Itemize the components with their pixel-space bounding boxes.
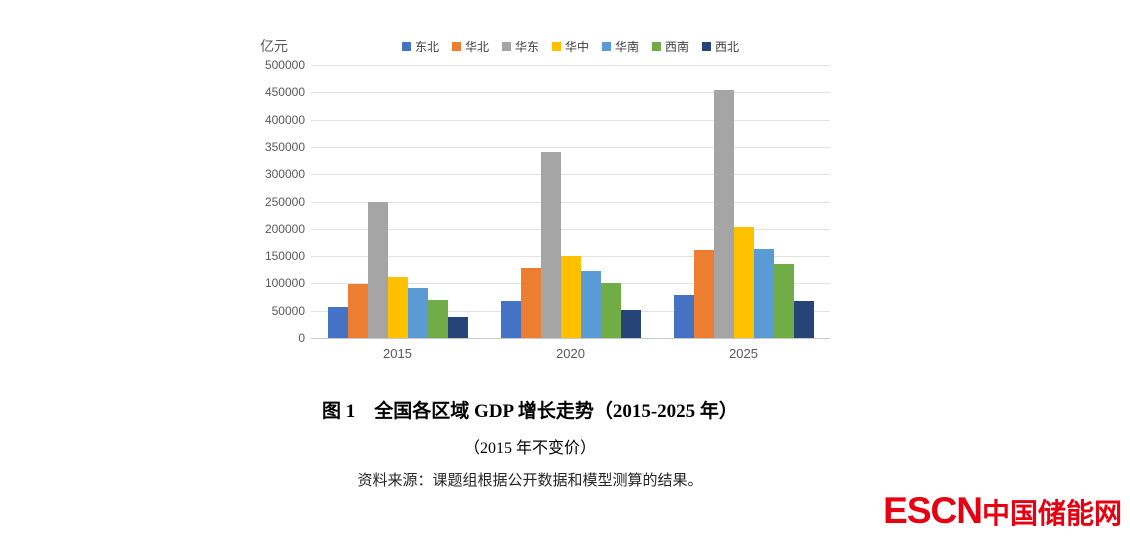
x-axis-line bbox=[311, 338, 830, 339]
gridline bbox=[311, 201, 830, 203]
gridline bbox=[311, 119, 830, 121]
legend-label: 华北 bbox=[464, 40, 489, 54]
y-axis-tick-label: 500000 bbox=[264, 58, 305, 72]
legend-item-东北: 东北 bbox=[401, 38, 439, 55]
bar-华南-2025 bbox=[753, 249, 774, 338]
legend-label: 西北 bbox=[715, 40, 740, 54]
bar-group-2025 bbox=[657, 65, 830, 338]
y-axis-tick-label: 100000 bbox=[264, 276, 305, 291]
figure-title: 图 1 全国各区域 GDP 增长走势（2015-2025 年） bbox=[322, 401, 738, 422]
y-axis-tick-label: 250000 bbox=[264, 194, 305, 209]
y-axis-tick-label: 0 bbox=[298, 331, 305, 345]
x-axis-label-2020: 2020 bbox=[556, 346, 585, 361]
x-axis-label-2015: 2015 bbox=[383, 346, 412, 361]
legend-item-西北: 西北 bbox=[702, 38, 739, 55]
bar-东北-2020 bbox=[500, 301, 521, 338]
bar-东北-2015 bbox=[327, 307, 348, 338]
legend-marker-icon bbox=[551, 42, 561, 51]
y-axis-tick-label: 450000 bbox=[264, 85, 305, 100]
legend-marker-icon bbox=[652, 42, 662, 51]
bar-东北-2025 bbox=[673, 294, 694, 338]
y-axis-tick-label: 300000 bbox=[264, 167, 305, 182]
bar-group-2015 bbox=[311, 65, 484, 338]
chart-plot-area: 0 50000 100000 150000 200000 250000 300000 3500… bbox=[265, 59, 830, 361]
legend-marker-icon bbox=[602, 42, 611, 51]
bar-华中-2020 bbox=[560, 255, 581, 338]
bar-华南-2015 bbox=[407, 287, 428, 338]
bar-西南-2025 bbox=[773, 264, 794, 338]
figure-caption: 图 1 全国各区域 GDP 增长走势（2015-2025 年） （2015 年不… bbox=[0, 396, 1060, 490]
gridline bbox=[311, 92, 830, 94]
bar-华北-2025 bbox=[693, 249, 714, 338]
y-axis-unit-label: 亿元 bbox=[260, 38, 288, 54]
legend-label: 东北 bbox=[414, 40, 439, 54]
bar-西南-2020 bbox=[600, 283, 621, 338]
legend-item-华中: 华中 bbox=[551, 38, 589, 55]
bar-group-2020 bbox=[484, 65, 657, 338]
legend-item-华北: 华北 bbox=[451, 38, 489, 55]
legend-item-华东: 华东 bbox=[501, 38, 539, 55]
legend-label: 华南 bbox=[615, 40, 640, 54]
y-axis-tick-label: 350000 bbox=[264, 139, 305, 154]
bar-西南-2015 bbox=[427, 299, 448, 338]
bar-华中-2015 bbox=[387, 277, 408, 338]
legend-label: 西南 bbox=[665, 40, 690, 54]
gridline bbox=[311, 146, 830, 148]
gridline bbox=[311, 174, 830, 176]
x-axis-label-2025: 2025 bbox=[729, 346, 758, 361]
escn-logo: ESCN 中国储能网 bbox=[883, 492, 1122, 533]
bar-华东-2020 bbox=[540, 152, 561, 338]
legend-marker-icon bbox=[401, 42, 411, 51]
bar-西北-2020 bbox=[620, 309, 641, 338]
logo-latin-text: ESCN bbox=[883, 490, 983, 531]
legend-marker-icon bbox=[702, 42, 712, 51]
bar-华南-2020 bbox=[580, 270, 601, 338]
bar-华东-2015 bbox=[367, 202, 388, 338]
bar-西北-2015 bbox=[447, 316, 468, 338]
chart-legend: 东北 华北 华东 华中 华南 西南 西北 bbox=[311, 38, 830, 55]
logo-cjk-text: 中国储能网 bbox=[981, 498, 1122, 529]
figure-subtitle: （2015 年不变价） bbox=[463, 440, 596, 457]
bar-华中-2025 bbox=[733, 227, 754, 338]
y-axis-tick-label: 50000 bbox=[271, 303, 305, 318]
gridline bbox=[311, 65, 830, 66]
legend-marker-icon bbox=[501, 42, 511, 51]
figure-source: 资料来源：课题组根据公开数据和模型测算的结果。 bbox=[357, 472, 703, 489]
y-axis-tick-label: 400000 bbox=[264, 112, 305, 127]
legend-item-华南: 华南 bbox=[602, 38, 639, 55]
y-axis-tick-label: 150000 bbox=[264, 249, 305, 264]
legend-marker-icon bbox=[451, 42, 461, 51]
gridline bbox=[311, 228, 830, 230]
legend-label: 华中 bbox=[564, 40, 589, 54]
legend-item-西南: 西南 bbox=[652, 38, 689, 55]
bar-华东-2025 bbox=[713, 89, 734, 338]
bar-华北-2020 bbox=[520, 268, 541, 338]
legend-label: 华东 bbox=[514, 40, 539, 54]
y-axis-tick-label: 200000 bbox=[264, 221, 305, 236]
bar-西北-2025 bbox=[793, 301, 814, 338]
bar-华北-2015 bbox=[347, 283, 368, 338]
